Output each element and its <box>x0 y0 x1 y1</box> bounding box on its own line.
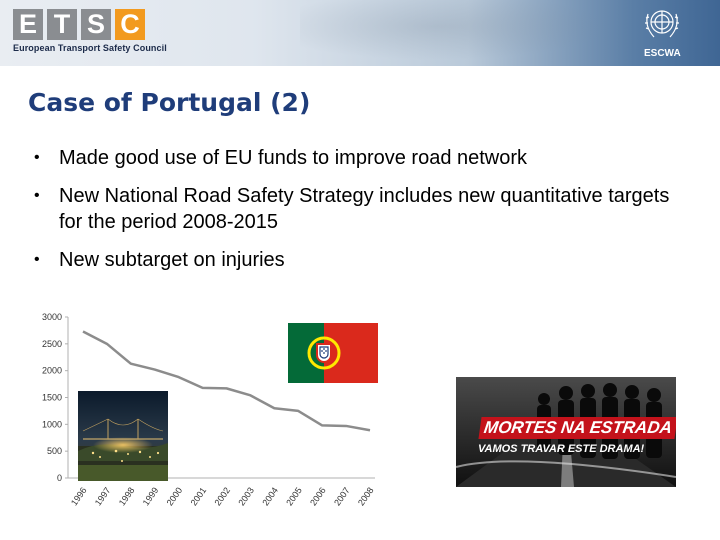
night-bridge-photo <box>78 391 168 481</box>
x-tick-label: 1997 <box>93 485 113 507</box>
bullet-list: • Made good use of EU funds to improve ro… <box>34 145 674 285</box>
bullet-text: New subtarget on injuries <box>59 249 285 271</box>
x-tick-label: 2004 <box>260 485 280 507</box>
x-tick-label: 2006 <box>308 485 328 507</box>
portugal-flag-icon <box>288 323 378 383</box>
x-tick-label: 2000 <box>165 485 185 507</box>
x-tick-label: 2001 <box>189 485 209 507</box>
header-banner: E T S C European Transport Safety Counci… <box>0 0 720 66</box>
poster-headline: MORTES NA ESTRADA <box>478 417 676 439</box>
x-tick-label: 1998 <box>117 485 137 507</box>
logo-subtitle: European Transport Safety Council <box>13 43 167 53</box>
y-tick-label: 2500 <box>42 339 62 349</box>
logo-letter-s: S <box>81 9 111 40</box>
y-tick-label: 1000 <box>42 419 62 429</box>
fatalities-line-chart: 0 500 1000 1500 2000 2500 3000 1996 1997 1998 1999… <box>42 312 376 508</box>
x-tick-label: 2007 <box>332 485 352 507</box>
y-tick-label: 3000 <box>42 312 62 322</box>
bullet-text: New National Road Safety Strategy includ… <box>59 185 670 233</box>
x-tick-label: 1996 <box>69 485 89 507</box>
un-emblem-icon <box>645 10 679 38</box>
y-tick-label: 1500 <box>42 393 62 403</box>
logo-letter-c: C <box>115 9 145 40</box>
logo-letter-e: E <box>13 9 43 40</box>
logo-letter-t: T <box>47 9 77 40</box>
bullet-text: Made good use of EU funds to improve roa… <box>59 147 528 169</box>
bullet-dot-icon: • <box>34 149 40 166</box>
world-map-background <box>300 0 640 66</box>
poster-slogan: VAMOS TRAVAR ESTE DRAMA! <box>478 443 645 455</box>
y-tick-label: 0 <box>57 473 62 483</box>
slide-title: Case of Portugal (2) <box>28 88 311 117</box>
escwa-label: ESCWA <box>644 48 681 59</box>
y-tick-label: 500 <box>47 446 62 456</box>
etsc-logo: E T S C <box>13 9 145 40</box>
bullet-item: • Made good use of EU funds to improve ro… <box>34 145 674 171</box>
bullet-item: • New National Road Safety Strategy inclu… <box>34 183 674 235</box>
y-tick-label: 2000 <box>42 366 62 376</box>
bullet-dot-icon: • <box>34 187 40 204</box>
bullet-item: • New subtarget on injuries <box>34 247 674 273</box>
x-tick-label: 2003 <box>236 485 256 507</box>
campaign-poster: MORTES NA ESTRADA VAMOS TRAVAR ESTE DRAM… <box>456 377 676 487</box>
x-tick-label: 1999 <box>141 485 161 507</box>
x-tick-label: 2005 <box>284 485 304 507</box>
x-tick-label: 2002 <box>212 485 232 507</box>
x-tick-label: 2008 <box>356 485 376 507</box>
bullet-dot-icon: • <box>34 251 40 268</box>
